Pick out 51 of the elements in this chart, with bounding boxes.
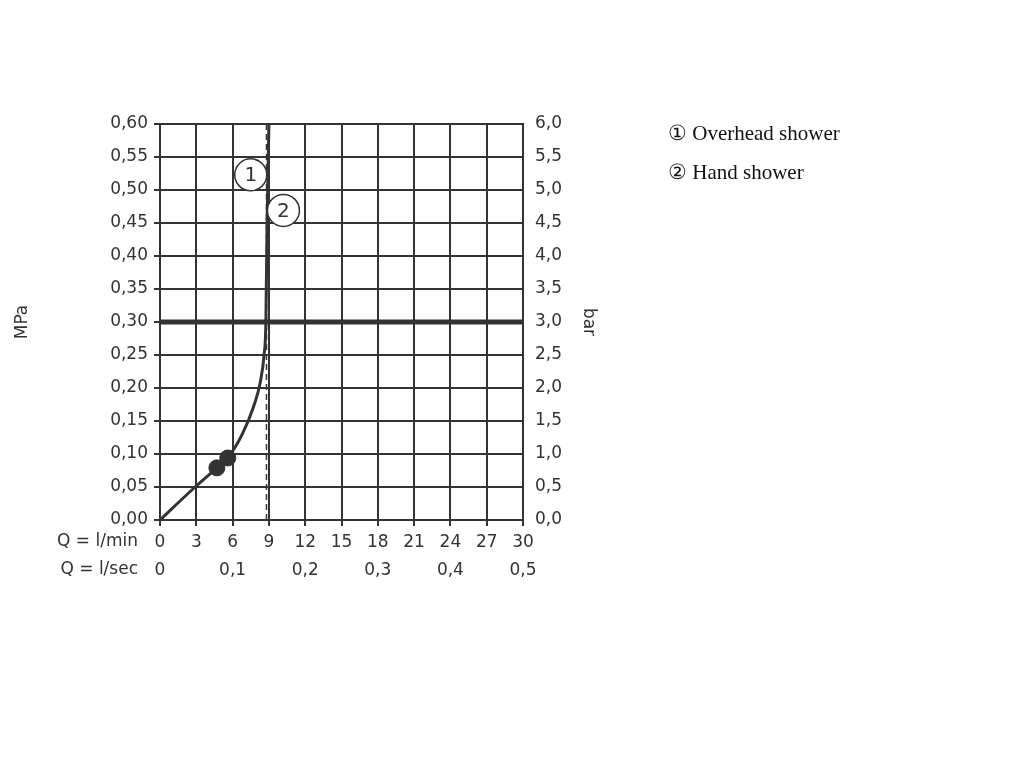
text: ② Hand shower bbox=[668, 159, 804, 184]
x2-tick-label: 0 bbox=[154, 558, 166, 579]
y-tick-label: 0,40 bbox=[110, 244, 148, 265]
x-tick-label: 21 bbox=[403, 530, 425, 551]
x2-tick-label: 0,2 bbox=[291, 558, 319, 579]
y2-tick-label: 0,5 bbox=[535, 475, 563, 496]
x2-tick-label: 0,1 bbox=[219, 558, 247, 579]
y-tick-label: 0,00 bbox=[110, 508, 148, 529]
x-tick-label: 24 bbox=[439, 530, 462, 551]
x-axis-title: Q = l/min bbox=[57, 530, 138, 551]
x2-tick-label: 0,4 bbox=[436, 558, 464, 579]
y-tick-label: 0,20 bbox=[110, 376, 148, 397]
x-tick-label: 12 bbox=[294, 530, 317, 551]
y2-tick-label: 0,0 bbox=[535, 508, 563, 529]
text: ① Overhead shower bbox=[668, 120, 840, 145]
y2-tick-label: 2,0 bbox=[535, 376, 563, 397]
x-tick-label: 6 bbox=[227, 530, 239, 551]
x2-axis-title: Q = l/sec bbox=[60, 558, 138, 579]
y2-tick-label: 3,5 bbox=[535, 277, 563, 298]
y2-tick-label: 6,0 bbox=[535, 112, 563, 133]
y-tick-label: 0,10 bbox=[110, 442, 148, 463]
x2-tick-label: 0,3 bbox=[364, 558, 392, 579]
y2-tick-label: 3,0 bbox=[535, 310, 563, 331]
annotation: 1 bbox=[244, 162, 258, 187]
y2-tick-label: 2,5 bbox=[535, 343, 563, 364]
x2-tick-label: 0,5 bbox=[509, 558, 537, 579]
y2-tick-label: 5,5 bbox=[535, 145, 563, 166]
y-tick-label: 0,50 bbox=[110, 178, 148, 199]
y-tick-label: 0,60 bbox=[110, 112, 148, 133]
x-tick-label: 15 bbox=[330, 530, 353, 551]
y-tick-label: 0,30 bbox=[110, 310, 148, 331]
y2-tick-label: 4,0 bbox=[535, 244, 563, 265]
x-tick-label: 9 bbox=[263, 530, 275, 551]
y2-tick-label: 5,0 bbox=[535, 178, 563, 199]
y-tick-label: 0,45 bbox=[110, 211, 148, 232]
x-tick-label: 27 bbox=[475, 530, 498, 551]
x-tick-label: 0 bbox=[154, 530, 166, 551]
annotation: 2 bbox=[277, 197, 290, 222]
x-tick-label: 3 bbox=[190, 530, 202, 551]
y2-tick-label: 1,0 bbox=[535, 442, 563, 463]
y-tick-label: 0,35 bbox=[110, 277, 148, 298]
y2-axis-title: bar bbox=[580, 307, 601, 337]
y2-tick-label: 1,5 bbox=[535, 409, 563, 430]
x-tick-label: 30 bbox=[512, 530, 534, 551]
y-tick-label: 0,55 bbox=[110, 145, 148, 166]
y-tick-label: 0,15 bbox=[110, 409, 148, 430]
y-axis-title: MPa bbox=[10, 304, 31, 340]
y2-tick-label: 4,5 bbox=[535, 211, 563, 232]
x-tick-label: 18 bbox=[366, 530, 389, 551]
y-tick-label: 0,05 bbox=[110, 475, 148, 496]
y-tick-label: 0,25 bbox=[110, 343, 148, 364]
